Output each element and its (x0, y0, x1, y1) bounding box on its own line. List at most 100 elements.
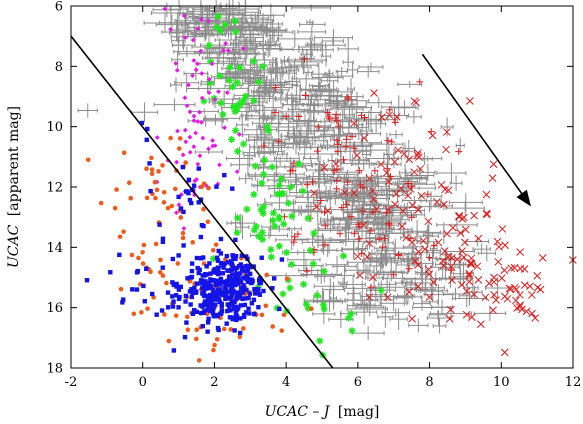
point (407, 219, 427, 243)
y-axis-title-main: UCAC (6, 224, 22, 268)
point (153, 241, 159, 247)
point (217, 65, 254, 82)
point (223, 288, 229, 293)
point (242, 9, 274, 23)
point (257, 80, 274, 97)
point (144, 195, 150, 201)
point (210, 287, 216, 293)
point (184, 20, 212, 28)
point (310, 229, 318, 237)
point (351, 326, 385, 341)
point (240, 111, 253, 121)
point (381, 308, 410, 317)
point (313, 278, 347, 295)
point (248, 264, 253, 270)
point (333, 136, 341, 144)
point (232, 127, 240, 135)
point (257, 292, 263, 297)
x-axis-title-unit: [mag] (338, 404, 380, 420)
point (145, 306, 150, 311)
point (410, 97, 419, 106)
point (397, 184, 405, 193)
point (528, 309, 536, 318)
point (233, 253, 239, 259)
point (181, 13, 187, 19)
point (356, 213, 380, 234)
point (370, 89, 378, 97)
point (230, 272, 235, 277)
point (234, 313, 239, 318)
point (462, 287, 471, 296)
point (244, 124, 278, 136)
point (182, 127, 188, 133)
point (192, 1, 210, 17)
point (421, 299, 438, 305)
series-green (200, 12, 385, 359)
point (304, 304, 312, 312)
point (236, 277, 242, 282)
point (360, 134, 369, 142)
point (165, 305, 171, 310)
point (239, 279, 244, 285)
point (320, 246, 338, 254)
point (236, 132, 242, 137)
point (321, 281, 345, 298)
point (465, 237, 490, 246)
point (184, 103, 190, 109)
point (422, 155, 433, 162)
point (271, 109, 279, 117)
x-tick-label: 6 (354, 375, 362, 390)
point (483, 210, 491, 219)
point (205, 18, 211, 24)
point (230, 152, 266, 177)
point (321, 241, 329, 249)
point (232, 282, 237, 287)
point (219, 311, 224, 316)
point (320, 219, 340, 229)
point (108, 270, 113, 275)
point (284, 276, 290, 282)
point (389, 130, 403, 139)
point (175, 261, 181, 266)
point (470, 211, 478, 220)
point (180, 164, 185, 170)
point (239, 253, 245, 258)
point (429, 278, 438, 287)
point (252, 222, 260, 230)
point (474, 234, 483, 243)
point (173, 313, 179, 318)
point (303, 181, 311, 189)
point (156, 169, 161, 174)
point (197, 109, 202, 115)
point (255, 78, 263, 86)
y-tick-label: 14 (46, 241, 63, 256)
point (353, 252, 362, 261)
point (210, 291, 216, 297)
point (205, 286, 210, 291)
point (98, 200, 104, 206)
point (301, 40, 322, 60)
point (334, 265, 355, 285)
point (356, 271, 364, 280)
point (283, 249, 291, 257)
point (177, 136, 183, 141)
point (377, 286, 385, 294)
point (174, 281, 179, 287)
point (240, 290, 245, 295)
point (176, 296, 182, 302)
point (280, 55, 289, 65)
point (245, 267, 251, 272)
point (378, 113, 386, 122)
point (365, 239, 374, 248)
point (232, 299, 237, 305)
point (207, 285, 213, 291)
point (229, 288, 234, 293)
point (440, 200, 448, 209)
point (153, 195, 158, 201)
point (230, 253, 235, 258)
point (312, 224, 323, 249)
point (466, 97, 474, 105)
point (489, 306, 497, 315)
point (448, 276, 456, 285)
point (182, 334, 188, 340)
